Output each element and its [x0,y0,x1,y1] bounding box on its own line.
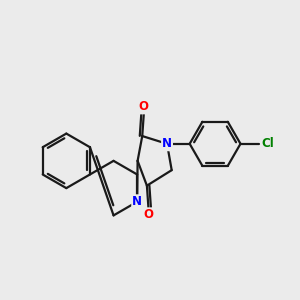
Text: O: O [139,100,149,113]
Text: N: N [162,137,172,150]
Text: N: N [132,195,142,208]
Text: Cl: Cl [261,137,274,150]
Text: O: O [143,208,154,221]
